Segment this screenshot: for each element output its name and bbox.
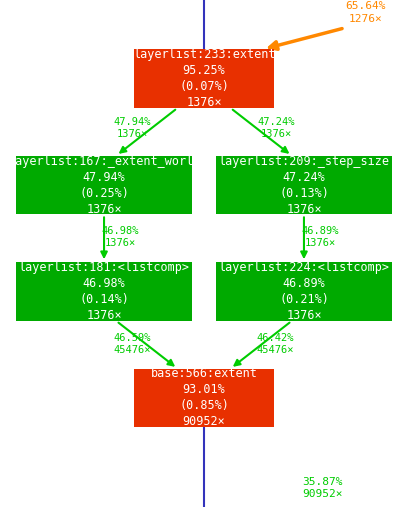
FancyBboxPatch shape	[216, 156, 392, 214]
FancyBboxPatch shape	[134, 369, 274, 427]
Text: 46.42%
45476×: 46.42% 45476×	[257, 333, 294, 355]
FancyBboxPatch shape	[216, 263, 392, 321]
Text: layerlist:181:<listcomp>
46.98%
(0.14%)
1376×: layerlist:181:<listcomp> 46.98% (0.14%) …	[18, 261, 190, 322]
FancyBboxPatch shape	[16, 156, 192, 214]
Text: layerlist:224:<listcomp>
46.89%
(0.21%)
1376×: layerlist:224:<listcomp> 46.89% (0.21%) …	[218, 261, 390, 322]
Text: 46.89%
1376×: 46.89% 1376×	[302, 226, 339, 248]
Text: 47.24%
1376×: 47.24% 1376×	[258, 117, 295, 139]
Text: layerlist:209:_step_size
47.24%
(0.13%)
1376×: layerlist:209:_step_size 47.24% (0.13%) …	[218, 155, 390, 215]
Text: 65.64%
1276×: 65.64% 1276×	[345, 2, 386, 24]
Text: layerlist:233:extent
95.25%
(0.07%)
1376×: layerlist:233:extent 95.25% (0.07%) 1376…	[133, 48, 275, 109]
FancyBboxPatch shape	[134, 49, 274, 108]
Text: 35.87%
90952×: 35.87% 90952×	[302, 477, 343, 499]
Text: 47.94%
1376×: 47.94% 1376×	[114, 117, 151, 139]
Text: layerlist:167:_extent_world
47.94%
(0.25%)
1376×: layerlist:167:_extent_world 47.94% (0.25…	[8, 155, 200, 215]
Text: 46.98%
1376×: 46.98% 1376×	[102, 226, 139, 248]
FancyBboxPatch shape	[16, 263, 192, 321]
Text: 46.59%
45476×: 46.59% 45476×	[114, 333, 151, 355]
Text: base:566:extent
93.01%
(0.85%)
90952×: base:566:extent 93.01% (0.85%) 90952×	[151, 368, 257, 428]
